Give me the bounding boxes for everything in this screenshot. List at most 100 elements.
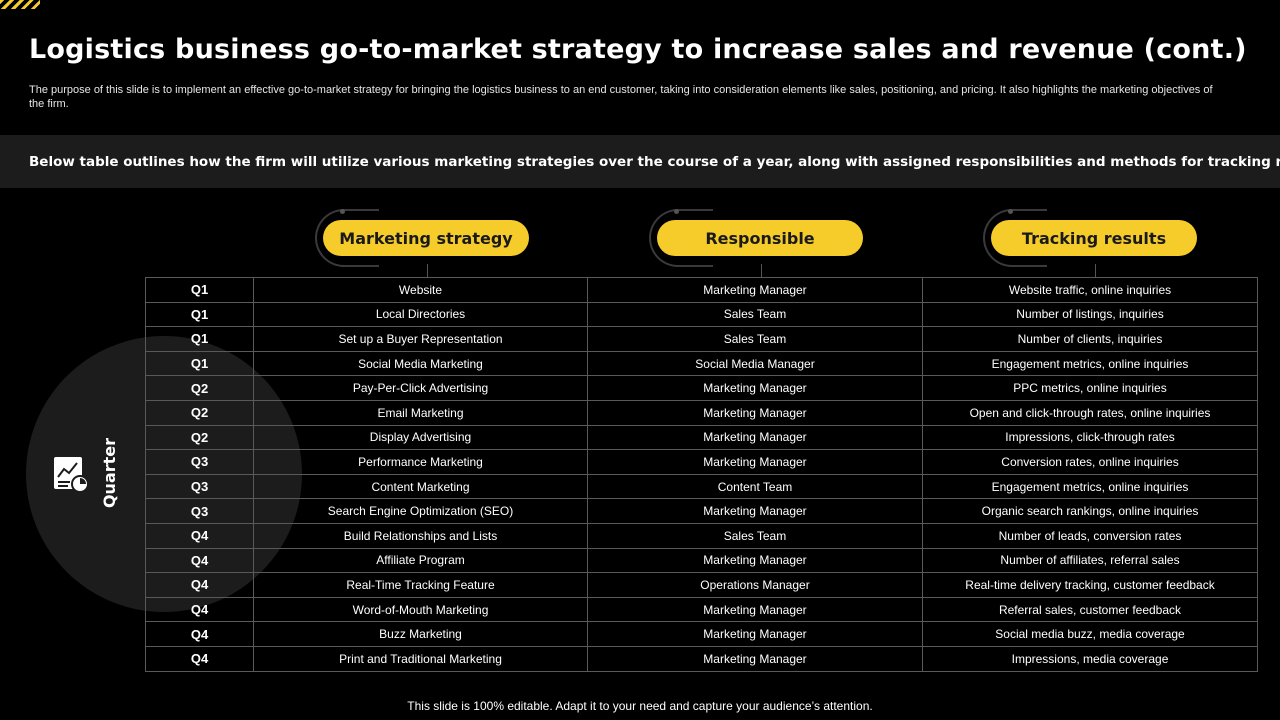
- tracking-cell: Social media buzz, media coverage: [922, 621, 1258, 647]
- table-row: Q4 Real-Time Tracking Feature Operations M…: [145, 572, 1258, 598]
- responsible-cell: Sales Team: [587, 326, 923, 352]
- responsible-cell: Marketing Manager: [587, 375, 923, 401]
- table-row: Q4 Print and Traditional Marketing Marketi…: [145, 645, 1258, 672]
- pill-connector: [427, 264, 428, 277]
- quarter-label: Quarter: [100, 437, 119, 509]
- quarter-cell: Q2: [145, 399, 254, 426]
- strategy-cell: Content Marketing: [253, 473, 588, 500]
- strategy-cell: Print and Traditional Marketing: [253, 645, 588, 672]
- table-row: Q2 Email Marketing Marketing Manager Open a…: [145, 399, 1258, 426]
- quarter-cell: Q4: [145, 522, 254, 549]
- strategy-cell: Word-of-Mouth Marketing: [253, 596, 588, 623]
- corner-stripe-decoration: [0, 0, 40, 9]
- pill-connector: [1095, 264, 1096, 277]
- strategy-cell: Pay-Per-Click Advertising: [253, 375, 588, 401]
- quarter-cell: Q3: [145, 498, 254, 524]
- pill-decoration: [315, 209, 379, 267]
- responsible-cell: Social Media Manager: [587, 350, 923, 377]
- responsible-cell: Marketing Manager: [587, 547, 923, 574]
- responsible-cell: Marketing Manager: [587, 621, 923, 647]
- quarter-cell: Q4: [145, 621, 254, 647]
- strategy-cell: Website: [253, 277, 588, 303]
- strategy-cell: Local Directories: [253, 301, 588, 328]
- strategy-cell: Search Engine Optimization (SEO): [253, 498, 588, 524]
- strategy-cell: Performance Marketing: [253, 449, 588, 475]
- quarter-cell: Q1: [145, 301, 254, 328]
- table-row: Q4 Word-of-Mouth Marketing Marketing Manag…: [145, 596, 1258, 623]
- responsible-cell: Marketing Manager: [587, 596, 923, 623]
- table-row: Q3 Performance Marketing Marketing Manager…: [145, 449, 1258, 475]
- strategy-cell: Buzz Marketing: [253, 621, 588, 647]
- strategy-cell: Build Relationships and Lists: [253, 522, 588, 549]
- responsible-cell: Marketing Manager: [587, 498, 923, 524]
- responsible-cell: Marketing Manager: [587, 399, 923, 426]
- responsible-cell: Marketing Manager: [587, 424, 923, 451]
- strategy-table: Q1 Website Marketing Manager Website traffi…: [145, 277, 1258, 672]
- strategy-cell: Affiliate Program: [253, 547, 588, 574]
- table-row: Q3 Content Marketing Content Team Engagemen…: [145, 473, 1258, 500]
- table-row: Q1 Local Directories Sales Team Number of l…: [145, 301, 1258, 328]
- pill-connector: [761, 264, 762, 277]
- pill-dot: [340, 209, 345, 214]
- strategy-cell: Set up a Buyer Representation: [253, 326, 588, 352]
- responsible-cell: Marketing Manager: [587, 277, 923, 303]
- table-row: Q2 Display Advertising Marketing Manager Im…: [145, 424, 1258, 451]
- quarter-cell: Q1: [145, 326, 254, 352]
- footer-note: This slide is 100% editable. Adapt it to…: [407, 699, 873, 713]
- tracking-cell: Number of affiliates, referral sales: [922, 547, 1258, 574]
- quarter-cell: Q2: [145, 375, 254, 401]
- tracking-cell: Organic search rankings, online inquirie…: [922, 498, 1258, 524]
- quarter-cell: Q4: [145, 547, 254, 574]
- tracking-cell: Referral sales, customer feedback: [922, 596, 1258, 623]
- header-responsible: Responsible: [657, 220, 863, 256]
- responsible-cell: Sales Team: [587, 301, 923, 328]
- tracking-cell: Engagement metrics, online inquiries: [922, 473, 1258, 500]
- banner-text: Below table outlines how the firm will u…: [29, 154, 1280, 170]
- strategy-cell: Email Marketing: [253, 399, 588, 426]
- tracking-cell: Impressions, media coverage: [922, 645, 1258, 672]
- strategy-cell: Display Advertising: [253, 424, 588, 451]
- quarter-cell: Q4: [145, 572, 254, 598]
- quarter-cell: Q2: [145, 424, 254, 451]
- tracking-cell: Number of clients, inquiries: [922, 326, 1258, 352]
- tracking-cell: Engagement metrics, online inquiries: [922, 350, 1258, 377]
- responsible-cell: Operations Manager: [587, 572, 923, 598]
- tracking-cell: Conversion rates, online inquiries: [922, 449, 1258, 475]
- strategy-cell: Social Media Marketing: [253, 350, 588, 377]
- quarter-cell: Q4: [145, 596, 254, 623]
- tracking-cell: Open and click-through rates, online inq…: [922, 399, 1258, 426]
- quarter-cell: Q3: [145, 449, 254, 475]
- table-row: Q4 Build Relationships and Lists Sales Tea…: [145, 522, 1258, 549]
- header-marketing-strategy: Marketing strategy: [323, 220, 529, 256]
- quarter-cell: Q1: [145, 277, 254, 303]
- table-row: Q4 Affiliate Program Marketing Manager Numb…: [145, 547, 1258, 574]
- header-tracking-results: Tracking results: [991, 220, 1197, 256]
- table-row: Q3 Search Engine Optimization (SEO) Market…: [145, 498, 1258, 524]
- pill-dot: [674, 209, 679, 214]
- tracking-cell: Website traffic, online inquiries: [922, 277, 1258, 303]
- table-row: Q1 Website Marketing Manager Website traffi…: [145, 277, 1258, 303]
- quarter-cell: Q3: [145, 473, 254, 500]
- tracking-cell: Number of listings, inquiries: [922, 301, 1258, 328]
- tracking-cell: Number of leads, conversion rates: [922, 522, 1258, 549]
- table-row: Q2 Pay-Per-Click Advertising Marketing Man…: [145, 375, 1258, 401]
- pill-decoration: [983, 209, 1047, 267]
- report-chart-icon: [54, 457, 89, 493]
- pill-decoration: [649, 209, 713, 267]
- responsible-cell: Sales Team: [587, 522, 923, 549]
- pill-dot: [1008, 209, 1013, 214]
- banner-panel: [0, 135, 1280, 188]
- page-title: Logistics business go-to-market strategy…: [29, 34, 1247, 65]
- strategy-cell: Real-Time Tracking Feature: [253, 572, 588, 598]
- responsible-cell: Content Team: [587, 473, 923, 500]
- table-row: Q1 Social Media Marketing Social Media Man…: [145, 350, 1258, 377]
- quarter-cell: Q1: [145, 350, 254, 377]
- tracking-cell: Real-time delivery tracking, customer fe…: [922, 572, 1258, 598]
- tracking-cell: Impressions, click-through rates: [922, 424, 1258, 451]
- quarter-cell: Q4: [145, 645, 254, 672]
- table-row: Q1 Set up a Buyer Representation Sales Tea…: [145, 326, 1258, 352]
- tracking-cell: PPC metrics, online inquiries: [922, 375, 1258, 401]
- table-row: Q4 Buzz Marketing Marketing Manager Social …: [145, 621, 1258, 647]
- responsible-cell: Marketing Manager: [587, 645, 923, 672]
- responsible-cell: Marketing Manager: [587, 449, 923, 475]
